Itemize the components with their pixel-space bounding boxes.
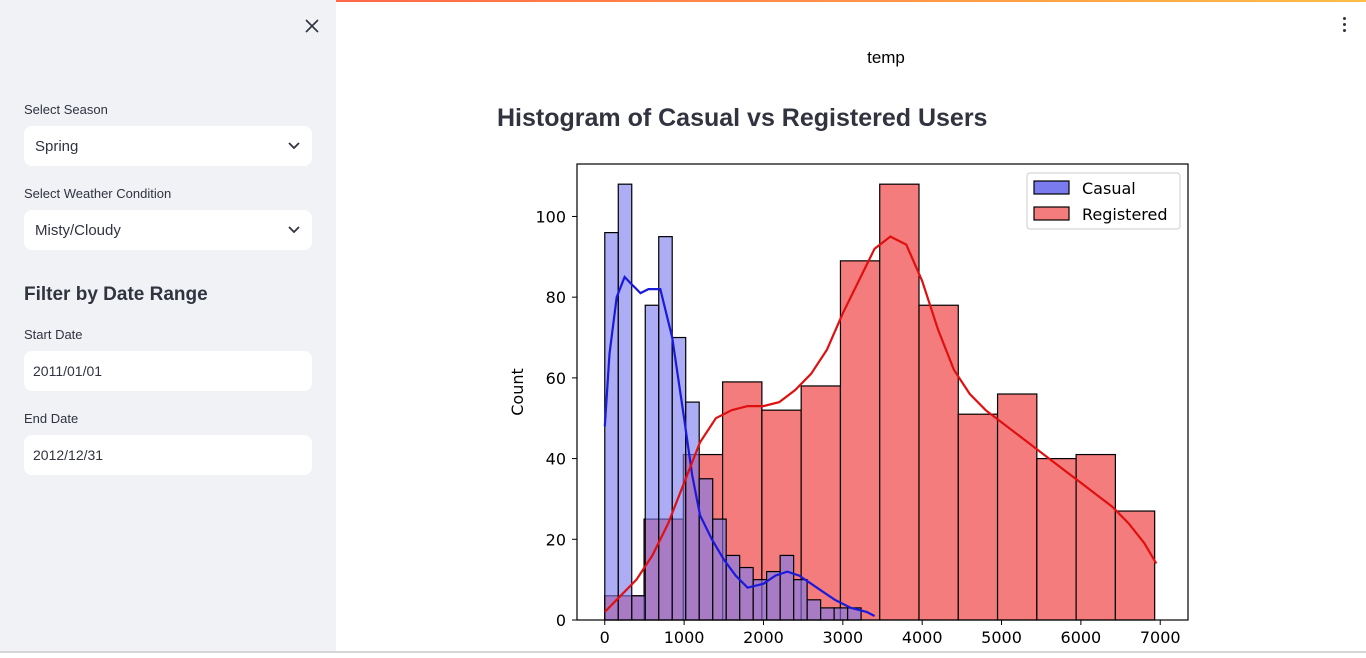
sidebar: Select Season Spring Select Weather Cond… — [0, 0, 336, 653]
weather-value: Misty/Cloudy — [35, 221, 121, 239]
registered-bar — [1075, 453, 1116, 621]
date-range-heading: Filter by Date Range — [24, 284, 208, 305]
y-tick-label: 60 — [546, 369, 566, 388]
chevron-down-icon — [288, 226, 300, 234]
x-tick-label: 1000 — [664, 628, 705, 647]
registered-bar — [957, 413, 999, 621]
end-date-label: End Date — [24, 411, 79, 426]
casual-bar — [644, 304, 660, 621]
casual-bar — [739, 566, 754, 621]
casual-bar — [604, 232, 619, 621]
registered-bar — [1036, 457, 1077, 621]
menu-dot — [1342, 28, 1346, 32]
bottom-divider — [0, 651, 1366, 653]
x-tick-label: 7000 — [1140, 628, 1181, 647]
histogram-svg: 0 1000 2000 3000 4000 5000 6000 7000 0 20 40 60 80 10… — [508, 163, 1189, 647]
x-tick-label: 5000 — [981, 628, 1022, 647]
casual-bar — [833, 607, 849, 621]
casual-bar — [631, 595, 646, 621]
legend-label-registered: Registered — [1082, 205, 1168, 224]
casual-bar — [698, 478, 714, 621]
y-tick-label: 100 — [535, 207, 566, 226]
casual-bar — [779, 554, 795, 621]
casual-bar — [712, 518, 727, 621]
registered-kde-line — [604, 235, 1158, 613]
start-date-input[interactable]: 2011/01/01 — [24, 351, 312, 391]
registered-bar — [1114, 510, 1156, 621]
legend: Casual Registered — [1026, 172, 1181, 230]
weather-label: Select Weather Condition — [24, 186, 172, 201]
x-tick-label: 4000 — [902, 628, 943, 647]
y-tick-label: 80 — [546, 288, 566, 307]
registered-bar — [996, 393, 1038, 621]
casual-bar — [685, 401, 700, 621]
page-title: Histogram of Casual vs Registered Users — [497, 104, 988, 132]
casual-bar — [806, 599, 822, 621]
x-tick-label: 2000 — [743, 628, 784, 647]
legend-label-casual: Casual — [1082, 179, 1136, 198]
x-tick-label: 0 — [600, 628, 610, 647]
season-select[interactable]: Spring — [24, 126, 312, 166]
y-tick-label: 20 — [546, 530, 566, 549]
season-label: Select Season — [24, 102, 108, 117]
close-sidebar-button[interactable] — [300, 14, 324, 38]
menu-dot — [1342, 16, 1346, 20]
y-tick-label: 0 — [556, 611, 566, 630]
axes: 0 1000 2000 3000 4000 5000 6000 7000 0 20 40 60 80 10… — [508, 163, 1189, 647]
menu-dot — [1342, 22, 1346, 26]
main-menu-button[interactable] — [1336, 14, 1352, 34]
kde-lines — [603, 235, 1158, 617]
legend-swatch-registered — [1033, 206, 1070, 221]
registered-bar — [918, 304, 959, 621]
plot-frame — [576, 163, 1189, 621]
y-axis-label: Count — [508, 368, 527, 416]
casual-bar — [766, 570, 781, 621]
y-tick-label: 40 — [546, 450, 566, 469]
chevron-down-icon — [288, 142, 300, 150]
start-date-label: Start Date — [24, 327, 83, 342]
registered-bar — [839, 260, 881, 621]
weather-select[interactable]: Misty/Cloudy — [24, 210, 312, 250]
end-date-input[interactable]: 2012/12/31 — [24, 435, 312, 475]
close-icon — [305, 19, 319, 33]
x-tick-label: 3000 — [822, 628, 863, 647]
x-tick-label: 6000 — [1061, 628, 1102, 647]
histogram-chart: 0 1000 2000 3000 4000 5000 6000 7000 0 20 40 60 80 10… — [496, 150, 1196, 653]
casual-kde-line — [603, 275, 876, 617]
chart-caption: temp — [867, 48, 905, 67]
legend-swatch-casual — [1033, 180, 1070, 195]
registered-bar — [879, 183, 920, 621]
casual-bar — [820, 607, 835, 621]
casual-bar — [793, 579, 808, 621]
casual-bar — [617, 183, 633, 621]
season-value: Spring — [35, 137, 79, 155]
top-accent-bar — [0, 0, 1366, 2]
